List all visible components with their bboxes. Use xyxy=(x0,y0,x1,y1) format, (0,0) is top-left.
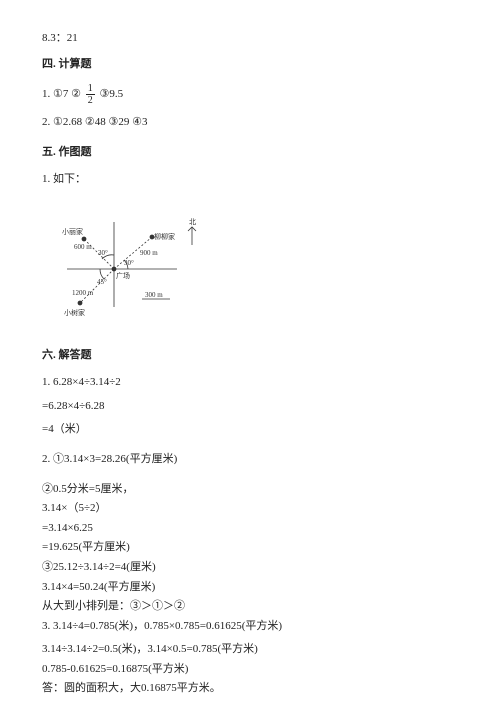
ans-l15: 答：圆的面积大，大0.16875平方米。 xyxy=(42,680,458,698)
fraction-den: 2 xyxy=(86,95,95,106)
label-a30b: 30° xyxy=(124,259,134,267)
label-liuliu: 柳柳家 xyxy=(154,232,175,241)
section-4-title: 四. 计算题 xyxy=(42,56,458,74)
label-xiaoshui: 小树家 xyxy=(64,308,85,317)
fraction-1-2: 1 2 xyxy=(86,83,95,106)
calc-row1-prefix: 1. ①7 ② xyxy=(42,88,84,100)
ans-l3: =4（米） xyxy=(42,421,458,439)
ans-l6: 3.14×（5÷2） xyxy=(42,500,458,518)
label-a30: 30° xyxy=(98,249,108,257)
ans-l14: 0.785-0.61625=0.16875(平方米) xyxy=(42,661,458,679)
ans-l9: ③25.12÷3.14÷2=4(厘米) xyxy=(42,559,458,577)
drawing-intro: 1. 如下： xyxy=(42,171,458,189)
ans-l5: ②0.5分米=5厘米， xyxy=(42,481,458,499)
label-600m: 600 m xyxy=(74,243,92,251)
ans-l8: =19.625(平方厘米) xyxy=(42,539,458,557)
ans-l10: 3.14×4=50.24(平方厘米) xyxy=(42,579,458,597)
diagram-container: 小丽家 柳柳家 小树家 广场 北 600 m 900 m 1200 m 300 … xyxy=(42,197,458,339)
ans-l11: 从大到小排列是：③＞①＞② xyxy=(42,598,458,616)
ans-l7: =3.14×6.25 xyxy=(42,520,458,538)
calc-row-1: 1. ①7 ② 1 2 ③9.5 xyxy=(42,83,458,106)
section-6-title: 六. 解答题 xyxy=(42,347,458,365)
label-guang: 广场 xyxy=(116,271,130,280)
fraction-num: 1 xyxy=(86,83,95,95)
label-900m: 900 m xyxy=(140,249,158,257)
ans-l2: =6.28×4÷6.28 xyxy=(42,398,458,416)
section-5-title: 五. 作图题 xyxy=(42,144,458,162)
calc-row-2: 2. ①2.68 ②48 ③29 ④3 xyxy=(42,114,458,132)
calc-row1-suffix: ③9.5 xyxy=(99,88,123,100)
line-8-3: 8.3：21 xyxy=(42,30,458,48)
label-a45: 45° xyxy=(97,278,107,286)
label-bei: 北 xyxy=(189,218,196,226)
ans-l1: 1. 6.28×4÷3.14÷2 xyxy=(42,374,458,392)
ans-l13: 3.14÷3.14÷2=0.5(米)，3.14×0.5=0.785(平方米) xyxy=(42,641,458,659)
label-300m: 300 m xyxy=(145,291,163,299)
label-xiaoli: 小丽家 xyxy=(62,227,83,236)
label-1200m: 1200 m xyxy=(72,289,94,297)
ans-l4: 2. ①3.14×3=28.26(平方厘米) xyxy=(42,451,458,469)
diagram-svg: 小丽家 柳柳家 小树家 广场 北 600 m 900 m 1200 m 300 … xyxy=(42,197,207,332)
ans-l12: 3. 3.14÷4=0.785(米)，0.785×0.785=0.61625(平… xyxy=(42,618,458,636)
